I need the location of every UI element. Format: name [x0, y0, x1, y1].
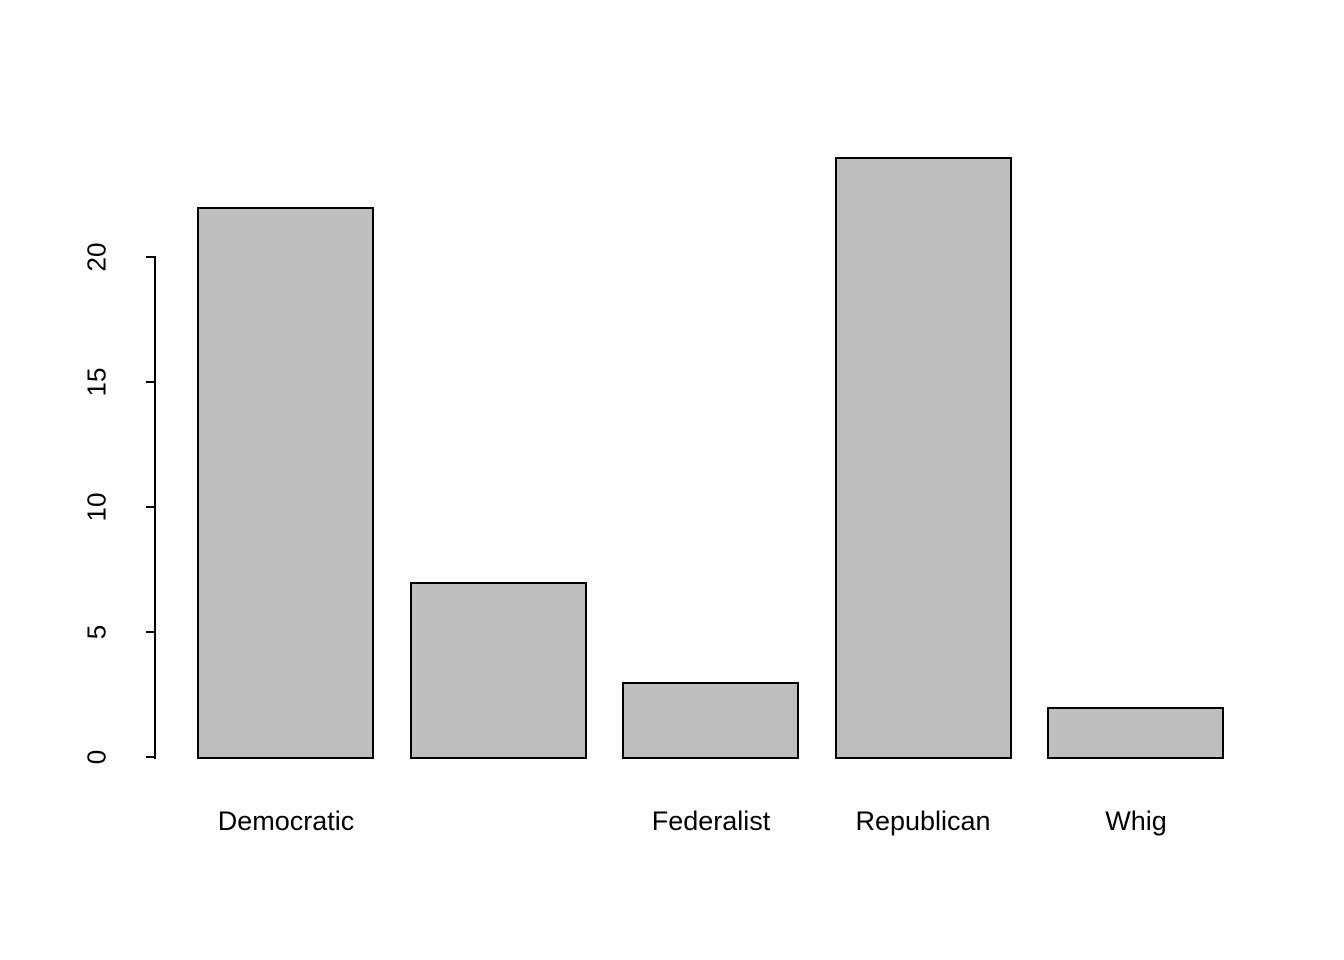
x-axis-category-label: Whig	[1105, 806, 1167, 836]
y-axis-tick-label-text: 0	[81, 749, 112, 765]
y-axis-tick-label-text: 20	[81, 242, 112, 272]
bar	[197, 207, 374, 759]
bar	[1047, 707, 1224, 759]
y-axis-tick	[146, 381, 155, 383]
bar	[410, 582, 587, 759]
x-axis-category-label: Democratic	[217, 806, 355, 836]
y-axis	[154, 256, 156, 759]
x-axis-category-label: Federalist	[651, 806, 771, 836]
y-axis-tick-label-text: 10	[81, 492, 112, 522]
y-axis-tick	[146, 631, 155, 633]
x-axis-category-label: Republican	[855, 806, 991, 836]
y-axis-tick-label-text: 5	[81, 624, 112, 640]
y-axis-tick	[146, 756, 155, 758]
y-axis-tick	[146, 256, 155, 258]
y-axis-tick	[146, 506, 155, 508]
y-axis-tick-label-text: 15	[81, 367, 112, 397]
bar	[622, 682, 799, 759]
bar	[835, 157, 1012, 759]
